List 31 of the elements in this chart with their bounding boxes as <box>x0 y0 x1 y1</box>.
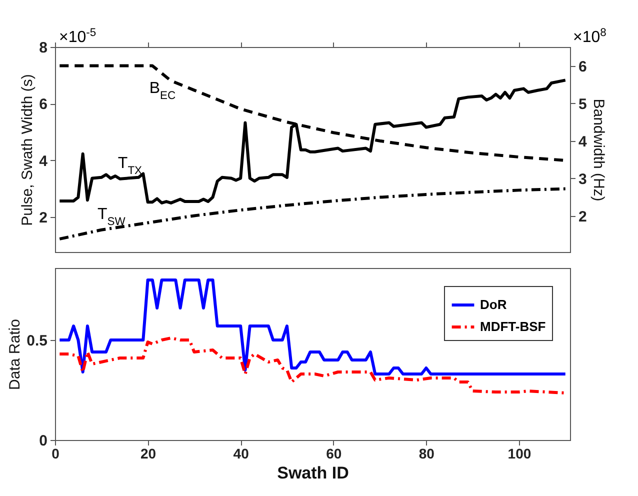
line-series <box>58 187 567 240</box>
y-tick-label: 2 <box>39 210 48 227</box>
y2-axis-title: Bandwidth (Hz) <box>590 98 607 202</box>
y2-tick-label: 2 <box>578 208 587 226</box>
x-tick-label: 80 <box>418 446 435 462</box>
series-label: T$_{TX}$ <box>118 154 143 177</box>
text: ×10$^{-5}$ <box>59 27 96 46</box>
x-tick-label: 40 <box>233 446 250 462</box>
line-series <box>58 336 567 394</box>
x-axis-title: Swath ID <box>277 464 349 482</box>
y2-tick-label: 4 <box>578 133 588 150</box>
y-tick-label: 0 <box>39 432 48 450</box>
legend-label: DoR <box>480 297 508 312</box>
series-label: B$_{EC}$ <box>149 80 176 102</box>
y-tick-label: 4 <box>39 152 48 170</box>
text: ×10$^{8}$ <box>573 27 606 46</box>
x-tick-label: 60 <box>326 446 342 462</box>
y-tick-label: 0.5 <box>26 332 48 350</box>
x-tick-label: 0 <box>52 446 60 462</box>
x-tick-label: 100 <box>508 446 532 462</box>
series-label: T$_{SW}$ <box>97 206 126 228</box>
y-axis-title: Data Ratio <box>6 319 24 390</box>
x-tick-label: 20 <box>140 446 156 462</box>
legend-label: MDFT-BSF <box>480 319 546 334</box>
y-tick-label: 6 <box>39 96 48 114</box>
y-axis-title: Pulse, Swath Width (s) <box>19 74 36 226</box>
y-tick-label: 8 <box>39 40 48 56</box>
y2-tick-label: 5 <box>578 96 587 113</box>
line-series <box>58 278 567 376</box>
y2-tick-label: 6 <box>578 58 587 76</box>
y2-tick-label: 3 <box>578 170 587 188</box>
